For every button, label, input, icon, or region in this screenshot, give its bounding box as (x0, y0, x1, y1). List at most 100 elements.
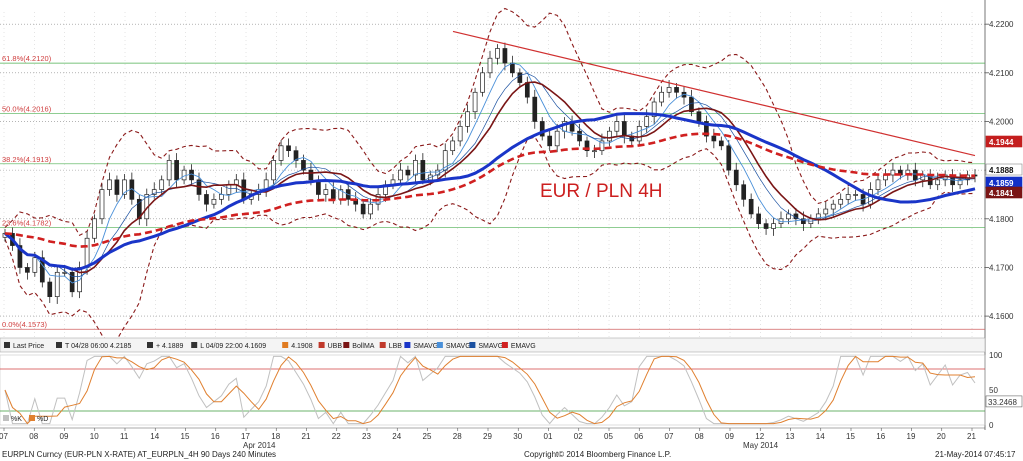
candle-body (748, 198, 754, 215)
time-tick-label: 24 (392, 432, 401, 441)
legend-label: L 04/09 22:00 4.1609 (200, 343, 266, 350)
candle-body (323, 189, 329, 195)
candle-body (450, 140, 456, 152)
price-tick-label: 4.2200 (989, 20, 1014, 29)
candle-body (278, 145, 284, 161)
candle-body (547, 135, 553, 147)
candle-body (636, 125, 642, 142)
candle-body (420, 160, 426, 181)
upper-band (4, 7, 976, 237)
price-tick-label: 4.1600 (989, 312, 1014, 321)
month-label: May 2014 (743, 441, 779, 450)
footer-timestamp: 21-May-2014 07:45:17 (935, 450, 1016, 459)
sma-mid-line (4, 73, 976, 277)
candle-body (472, 91, 478, 113)
candle-body (704, 121, 709, 137)
time-tick-label: 23 (362, 432, 371, 441)
candle-body (524, 82, 530, 98)
price-tag: 4.1888 (985, 163, 1023, 176)
time-tick-label: 02 (574, 432, 583, 441)
legend-swatch (282, 342, 289, 348)
candle-body (674, 87, 679, 93)
candle-body (17, 245, 23, 268)
time-tick-label: 16 (876, 432, 885, 441)
fib-label: 38.2%(4.1913) (2, 155, 52, 164)
candle-body (584, 140, 590, 152)
time-tick-label: 18 (271, 432, 280, 441)
legend-swatch (147, 342, 153, 348)
legend-label: Last Price (13, 343, 44, 350)
candle-body (368, 203, 373, 215)
fib-label: 50.0%(4.2016) (2, 105, 52, 114)
fib-label: 0.0%(4.1573) (2, 320, 48, 329)
time-tick-label: 09 (60, 432, 69, 441)
footer-security: EURPLN Curncy (EUR-PLN X-RATE) AT_EURPLN… (2, 450, 276, 459)
legend-label: EMAVG (511, 343, 536, 350)
candle-body (830, 203, 836, 210)
osc-tick-label: 0 (989, 421, 994, 430)
time-tick-label: 06 (634, 432, 643, 441)
candle-body (204, 194, 209, 205)
candle-body (517, 72, 523, 83)
candle-body (62, 271, 68, 274)
legend-swatch (191, 342, 198, 348)
candle-body (771, 223, 776, 229)
time-tick-label: 01 (544, 432, 553, 441)
candle-body (413, 160, 418, 176)
osc-frame (0, 354, 986, 426)
time-tick-label: 11 (120, 432, 129, 441)
candle-body (607, 130, 612, 142)
sma-slow-line (4, 112, 976, 271)
candle-body (330, 189, 336, 200)
candle-body (666, 87, 672, 93)
time-tick-label: 25 (423, 432, 432, 441)
candle-body (495, 48, 500, 59)
legend-label: T 04/28 06:00 4.2185 (65, 343, 132, 350)
osc-legend-label: %K (11, 416, 22, 423)
candle-body (838, 198, 844, 205)
candle-body (174, 160, 179, 181)
candle-body (398, 169, 403, 181)
time-tick-label: 14 (816, 432, 825, 441)
candle-body (741, 184, 747, 200)
candle-body (539, 121, 545, 137)
candle-body (756, 213, 761, 225)
candle-body (718, 140, 724, 147)
candle-body (815, 213, 821, 220)
candle-body (457, 125, 463, 142)
legend-swatch (56, 342, 62, 348)
candle-body (733, 169, 739, 186)
stoch-k-line (4, 355, 976, 425)
legend-label: SMAVG (446, 343, 471, 350)
legend-label: 4.1908 (291, 343, 313, 350)
candle-body (25, 267, 30, 273)
candle-body (136, 198, 142, 220)
price-tick-label: 4.1700 (989, 263, 1014, 272)
candle-body (92, 218, 97, 239)
candle-body (99, 189, 105, 220)
candle-body (554, 130, 560, 147)
candle-body (510, 62, 515, 74)
legend-swatch (404, 342, 411, 348)
candle-body (181, 169, 187, 181)
time-tick-label: 12 (755, 432, 764, 441)
candle-body (151, 189, 157, 195)
time-tick-label: 14 (150, 432, 159, 441)
stochastic-panel: 100 50 0 33.2468 %K %D (0, 351, 1023, 430)
candle-body (651, 101, 657, 117)
footer-copyright: Copyright© 2014 Bloomberg Finance L.P. (524, 450, 671, 459)
legend-swatch (469, 342, 476, 348)
price-tick-label: 4.1800 (989, 215, 1014, 224)
candle-body (577, 130, 582, 142)
price-tag: 4.1859 (985, 176, 1023, 189)
candle-body (47, 281, 53, 297)
candle-body (853, 194, 858, 196)
candle-body (845, 194, 851, 200)
moving-averages (4, 62, 976, 284)
candle-body (32, 257, 38, 273)
boll-ma-line (4, 81, 976, 274)
legend-label: SMAVG (478, 343, 503, 350)
price-tag: 4.1841 (985, 186, 1023, 199)
legend-swatch (318, 342, 325, 348)
candle-body (644, 116, 650, 127)
